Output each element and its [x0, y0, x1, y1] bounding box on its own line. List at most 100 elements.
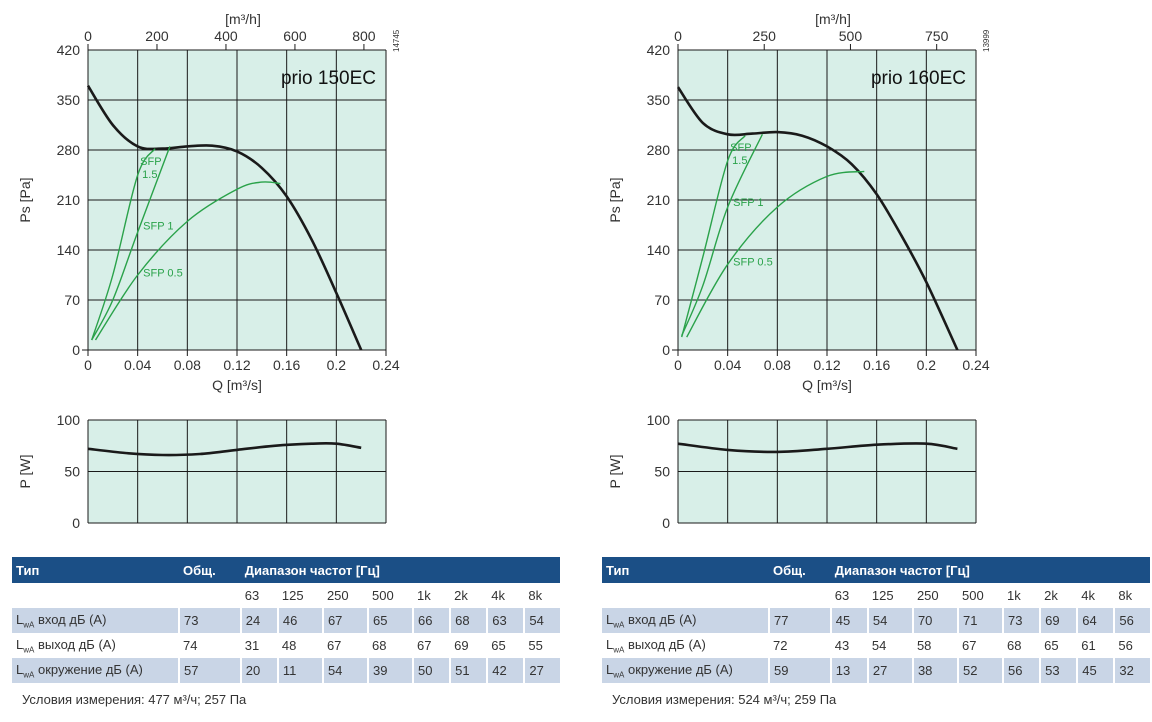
top-tick-label: 0: [674, 28, 682, 44]
panel-prio-150ec: 0 70 140 210 280 350 420 0 0.04 0.08 0.12 0.16 0.2 0.…: [12, 11, 560, 707]
band-label: 63: [240, 583, 278, 608]
p-axis-label: P [W]: [607, 455, 623, 489]
power-y-tick-label: 0: [662, 515, 670, 531]
row-value: 65: [487, 633, 525, 658]
serial-number: 13999: [982, 29, 991, 52]
band-spacer: [12, 583, 179, 608]
band-label: 125: [277, 583, 323, 608]
band-label: 4k: [1077, 583, 1115, 608]
band-label: 8k: [1114, 583, 1150, 608]
row-value: 65: [1040, 633, 1078, 658]
row-value: 54: [867, 633, 913, 658]
row-value: 56: [1113, 608, 1150, 633]
row-name: LwA окружение дБ (А): [12, 658, 179, 683]
x-tick-label: 0.2: [327, 357, 347, 373]
header-total: Общ.: [179, 557, 241, 583]
row-value: 67: [413, 633, 451, 658]
row-total: 73: [178, 608, 241, 633]
row-total: 59: [768, 658, 831, 683]
table-row: LwA выход дБ (А) 74 31 48 67 68 67 69 65…: [12, 633, 560, 658]
row-value: 56: [1002, 658, 1041, 683]
band-label: 8k: [524, 583, 560, 608]
band-label: 125: [867, 583, 913, 608]
sfp-curve: [681, 135, 746, 338]
sfp-label: SFP 1: [143, 221, 173, 233]
p-axis-label: P [W]: [17, 455, 33, 489]
row-value: 61: [1077, 633, 1115, 658]
table-row: LwA выход дБ (А) 72 43 54 58 67 68 65 61…: [602, 633, 1150, 658]
y-tick-label: 210: [57, 192, 81, 208]
row-value: 64: [1076, 608, 1115, 633]
y-tick-label: 210: [647, 192, 671, 208]
row-value: 45: [829, 608, 868, 633]
band-label: 1k: [413, 583, 451, 608]
model-name: prio 160EC: [871, 68, 966, 89]
serial-number: 14745: [392, 29, 401, 52]
q-axis-label: Q [m³/s]: [212, 377, 262, 393]
band-label: 500: [367, 583, 414, 608]
top-tick-label: 200: [145, 28, 169, 44]
model-name: prio 150EC: [281, 68, 376, 89]
sound-table-prio-150ec: Тип Общ. Диапазон частот [Гц] 63 125 250…: [12, 557, 560, 683]
row-total: 72: [769, 633, 831, 658]
row-value: 68: [449, 608, 488, 633]
row-value: 53: [1039, 658, 1078, 683]
fan-curve: [86, 85, 363, 351]
y-tick-label: 70: [654, 292, 670, 308]
header-type: Тип: [602, 557, 769, 583]
row-value: 11: [276, 658, 323, 683]
x-tick-label: 0.08: [764, 357, 791, 373]
row-value: 67: [957, 633, 1004, 658]
row-value: 13: [829, 658, 868, 683]
row-value: 69: [1039, 608, 1078, 633]
row-value: 43: [830, 633, 868, 658]
power-y-tick-label: 0: [72, 515, 80, 531]
table-row: LwA окружение дБ (А) 59 13 27 38 52 56 5…: [602, 658, 1150, 683]
row-value: 48: [277, 633, 323, 658]
measurement-conditions: Условия измерения: 477 м³/ч; 257 Па: [22, 692, 247, 707]
sfp-label: SFP 0.5: [733, 256, 773, 268]
top-tick-label: 600: [283, 28, 307, 44]
row-value: 31: [240, 633, 278, 658]
row-total: 77: [768, 608, 831, 633]
row-value: 20: [239, 658, 278, 683]
top-tick-label: 800: [352, 28, 376, 44]
band-label: 2k: [450, 583, 488, 608]
row-value: 42: [486, 658, 525, 683]
x-tick-label: 0.24: [372, 357, 399, 373]
top-tick-label: 750: [925, 28, 949, 44]
row-value: 73: [1002, 608, 1041, 633]
row-value: 66: [412, 608, 451, 633]
row-value: 24: [239, 608, 278, 633]
ps-axis-label: Ps [Pa]: [607, 177, 623, 222]
band-label: 250: [912, 583, 958, 608]
sfp-curve: [686, 170, 865, 338]
table-header-row: Тип Общ. Диапазон частот [Гц]: [602, 557, 1150, 583]
measurement-conditions: Условия измерения: 524 м³/ч; 259 Па: [612, 692, 837, 707]
sfp-curve: [681, 133, 764, 336]
top-axis-unit: [m³/h]: [225, 11, 261, 27]
sfp-label: SFP: [730, 142, 751, 154]
top-tick-label: 500: [839, 28, 863, 44]
row-name: LwA выход дБ (А): [12, 633, 179, 658]
row-name: LwA окружение дБ (А): [602, 658, 769, 683]
table-header-row: Тип Общ. Диапазон частот [Гц]: [12, 557, 560, 583]
x-tick-label: 0.16: [863, 357, 890, 373]
row-value: 55: [524, 633, 560, 658]
band-label: 63: [830, 583, 868, 608]
power-y-tick-label: 50: [654, 464, 670, 480]
x-tick-label: 0.12: [813, 357, 840, 373]
band-label: 500: [957, 583, 1004, 608]
table-bands-row: 63 125 250 500 1k 2k 4k 8k: [12, 583, 560, 608]
row-value: 27: [523, 658, 560, 683]
band-label: 250: [322, 583, 368, 608]
table-row: LwA вход дБ (А) 77 45 54 70 71 73 69 64 …: [602, 608, 1150, 633]
y-tick-label: 350: [57, 92, 81, 108]
row-value: 63: [486, 608, 525, 633]
power-y-tick-label: 50: [64, 464, 80, 480]
row-total: 57: [178, 658, 241, 683]
band-spacer: [769, 583, 831, 608]
row-value: 56: [1114, 633, 1150, 658]
sfp-label: SFP 0.5: [143, 267, 183, 279]
power-curve: [677, 442, 958, 454]
